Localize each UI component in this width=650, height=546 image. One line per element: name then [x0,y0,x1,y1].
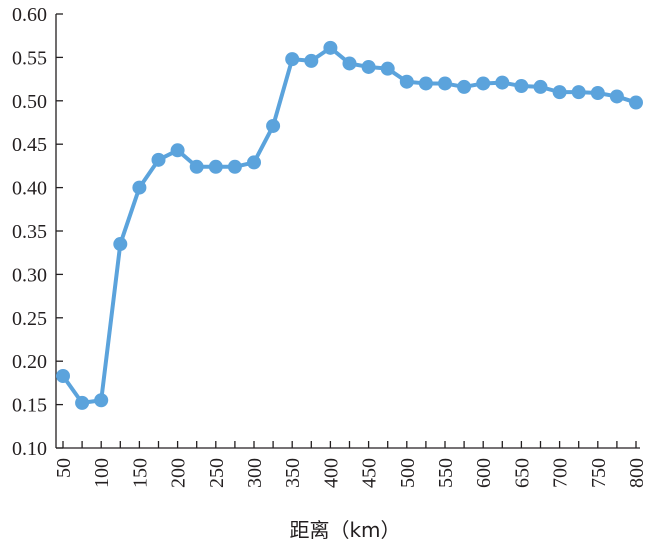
data-point [56,368,70,383]
x-tick-label: 750 [588,458,610,488]
data-point [495,75,510,90]
y-tick-label: 0.55 [12,47,47,69]
data-point [418,76,433,91]
data-point [380,61,395,76]
x-tick-label: 250 [206,458,228,488]
data-point [304,53,319,68]
x-tick-label: 500 [397,458,419,488]
x-tick-label: 100 [91,458,113,488]
data-point [361,59,376,74]
data-point [247,155,261,170]
x-axis-ticks: 50 100 150 200 250 300 350 400 450 500 550 600 650 70… [53,441,648,488]
x-tick-label: 200 [168,458,190,488]
series-line [61,45,637,405]
y-tick-label: 0.15 [12,395,47,417]
data-point [609,89,624,104]
data-point [342,56,357,71]
x-tick-label: 650 [511,458,533,488]
data-point [514,79,529,94]
data-point [629,95,643,110]
data-point [285,52,300,67]
x-axis-label: 距离（km） [289,518,400,542]
x-tick-label: 550 [435,458,457,488]
data-point [227,159,242,174]
data-point [399,74,414,89]
y-tick-label: 0.25 [12,308,47,330]
series-group [56,40,643,410]
data-point [132,180,147,195]
y-tick-label: 0.50 [12,91,47,113]
y-tick-label: 0.60 [12,4,47,26]
data-point [323,40,338,55]
x-tick-label: 400 [320,458,342,488]
data-point [170,143,185,158]
data-point [552,85,567,100]
y-tick-label: 0.45 [12,134,47,156]
x-tick-label: 150 [129,458,151,488]
data-point [571,85,586,100]
data-point [189,159,204,174]
y-axis-ticks: 0.10 0.15 0.20 0.25 0.30 0.35 0.40 0.45 0.50 0.55… [12,4,63,460]
data-point [476,76,491,91]
data-point [266,118,281,133]
data-point [94,393,109,408]
y-tick-label: 0.20 [12,351,47,373]
y-tick-label: 0.40 [12,178,47,200]
x-tick-label: 800 [626,458,648,488]
data-point [151,152,166,167]
data-point [75,395,90,410]
x-tick-label: 450 [359,458,381,488]
x-tick-label: 600 [473,458,495,488]
data-point [590,85,605,100]
y-tick-label: 0.30 [12,264,47,286]
y-tick-label: 0.35 [12,221,47,243]
y-tick-label: 0.10 [12,438,47,460]
data-point [113,237,128,252]
x-tick-label: 350 [282,458,304,488]
x-tick-label: 300 [244,458,266,488]
data-point [457,79,472,94]
x-tick-label: 50 [53,458,75,478]
data-point [533,79,548,94]
x-tick-label: 700 [550,458,572,488]
data-point [208,159,223,174]
data-point [438,76,452,91]
